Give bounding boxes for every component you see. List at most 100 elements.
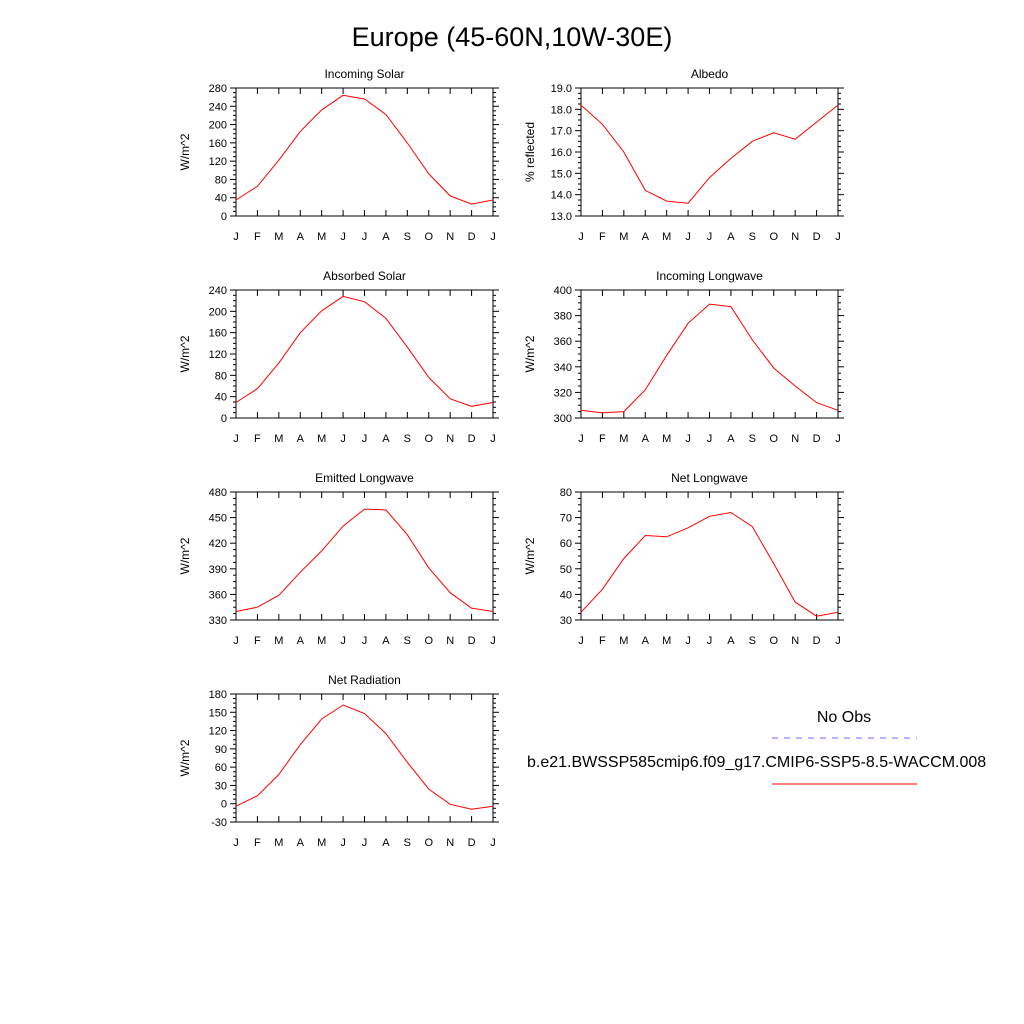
y-axis-label: % reflected: [523, 122, 537, 182]
x-tick-label: J: [340, 231, 346, 243]
plot-frame: [235, 87, 494, 217]
y-tick-label: 150: [209, 707, 227, 719]
x-tick-label: J: [578, 231, 584, 243]
x-tick-label: A: [382, 433, 390, 445]
x-tick-label: F: [254, 837, 261, 849]
panel-title: Albedo: [691, 67, 729, 81]
y-tick-label: 50: [560, 564, 572, 576]
x-tick-label: A: [642, 231, 650, 243]
y-tick-label: 320: [554, 387, 572, 399]
x-tick-label: J: [362, 433, 368, 445]
y-tick-label: 80: [215, 370, 227, 382]
y-tick-label: 420: [209, 538, 227, 550]
x-tick-label: J: [578, 635, 584, 647]
y-tick-label: 30: [215, 780, 227, 792]
x-tick-label: A: [382, 231, 390, 243]
x-tick-label: M: [274, 837, 283, 849]
x-tick-label: O: [424, 837, 433, 849]
y-tick-label: 200: [209, 120, 227, 132]
y-tick-label: 120: [209, 156, 227, 168]
y-tick-label: 15.0: [551, 168, 572, 180]
y-axis-label: W/m^2: [523, 335, 537, 372]
y-tick-label: 120: [209, 726, 227, 738]
x-tick-label: F: [254, 433, 261, 445]
x-tick-label: J: [233, 635, 239, 647]
y-tick-label: 360: [554, 336, 572, 348]
x-tick-label: S: [404, 231, 411, 243]
x-tick-label: S: [749, 231, 756, 243]
x-tick-label: M: [662, 231, 671, 243]
y-axis-label: W/m^2: [178, 335, 192, 372]
x-tick-label: S: [404, 635, 411, 647]
x-tick-label: J: [490, 837, 496, 849]
y-tick-label: 160: [209, 138, 227, 150]
x-tick-label: M: [317, 635, 326, 647]
x-tick-label: F: [599, 635, 606, 647]
plot-frame: [235, 289, 494, 419]
x-tick-label: D: [468, 635, 476, 647]
x-tick-label: J: [685, 635, 691, 647]
x-tick-label: J: [835, 433, 841, 445]
x-tick-label: A: [642, 433, 650, 445]
panel-title: Incoming Longwave: [656, 269, 763, 283]
y-tick-label: 18.0: [551, 104, 572, 116]
x-tick-label: M: [662, 635, 671, 647]
y-tick-label: 19.0: [551, 83, 572, 95]
y-axis-label: W/m^2: [178, 537, 192, 574]
x-tick-label: J: [685, 231, 691, 243]
x-tick-label: F: [254, 231, 261, 243]
x-tick-label: O: [424, 231, 433, 243]
x-tick-label: M: [274, 433, 283, 445]
x-tick-label: A: [727, 231, 735, 243]
y-tick-label: 17.0: [551, 126, 572, 138]
x-tick-label: M: [662, 433, 671, 445]
y-tick-label: 90: [215, 744, 227, 756]
x-tick-label: D: [813, 635, 821, 647]
x-tick-label: D: [468, 837, 476, 849]
plot-frame: [580, 289, 839, 419]
legend-model-label: b.e21.BWSSP585cmip6.f09_g17.CMIP6-SSP5-8…: [527, 754, 986, 771]
legend-obs-label: No Obs: [817, 709, 871, 726]
x-tick-label: M: [317, 433, 326, 445]
y-tick-label: 40: [560, 589, 572, 601]
x-tick-label: A: [297, 635, 305, 647]
x-tick-label: J: [707, 635, 713, 647]
x-tick-label: N: [791, 231, 799, 243]
x-tick-label: J: [490, 231, 496, 243]
y-tick-label: 40: [215, 193, 227, 205]
x-tick-label: J: [362, 837, 368, 849]
y-tick-label: 480: [209, 487, 227, 499]
y-tick-label: 300: [554, 413, 572, 425]
x-tick-label: S: [749, 433, 756, 445]
x-tick-label: A: [642, 635, 650, 647]
x-tick-label: O: [769, 433, 778, 445]
x-tick-label: J: [707, 433, 713, 445]
series-line-albedo: [580, 104, 839, 204]
y-tick-label: 0: [221, 413, 227, 425]
x-tick-label: J: [835, 635, 841, 647]
x-tick-label: D: [813, 433, 821, 445]
y-tick-label: 240: [209, 285, 227, 297]
x-tick-label: J: [233, 433, 239, 445]
x-tick-label: O: [769, 231, 778, 243]
y-tick-label: 340: [554, 362, 572, 374]
y-tick-label: 60: [215, 762, 227, 774]
x-tick-label: J: [362, 231, 368, 243]
panel-title: Incoming Solar: [324, 67, 404, 81]
x-tick-label: A: [382, 837, 390, 849]
x-tick-label: J: [578, 433, 584, 445]
figure-title: Europe (45-60N,10W-30E): [352, 22, 673, 52]
y-tick-label: 0: [221, 799, 227, 811]
y-tick-label: 180: [209, 689, 227, 701]
x-tick-label: F: [599, 433, 606, 445]
x-tick-label: J: [685, 433, 691, 445]
x-tick-label: J: [835, 231, 841, 243]
y-axis-label: W/m^2: [523, 537, 537, 574]
y-tick-label: 360: [209, 589, 227, 601]
x-tick-label: M: [619, 231, 628, 243]
